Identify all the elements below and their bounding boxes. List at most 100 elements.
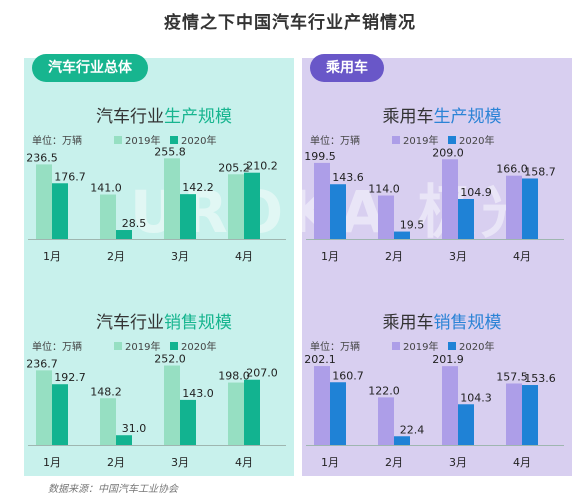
legend-label-1: 2020年 — [181, 134, 216, 147]
data-label: 201.9 — [432, 353, 464, 366]
data-label: 192.7 — [54, 371, 86, 384]
bar-2020-3 — [180, 194, 196, 239]
bar-2019-4 — [506, 175, 522, 239]
x-tick-label: 2月 — [385, 250, 403, 263]
legend-swatch-1 — [170, 342, 178, 350]
bar-2020-2 — [394, 231, 410, 239]
x-tick-label: 1月 — [321, 250, 339, 263]
x-tick-label: 2月 — [107, 456, 125, 469]
bar-2019-4 — [228, 174, 244, 239]
legend-swatch-0 — [392, 136, 400, 144]
data-label: 122.0 — [368, 384, 400, 397]
legend-swatch-1 — [448, 136, 456, 144]
legend-label-1: 2020年 — [181, 340, 216, 353]
data-label: 209.0 — [432, 146, 464, 159]
legend-label-0: 2019年 — [403, 134, 438, 147]
data-label: 104.9 — [460, 186, 492, 199]
data-label: 143.6 — [332, 171, 364, 184]
x-tick-label: 3月 — [449, 456, 467, 469]
chart-title: 汽车行业销售规模 — [96, 313, 232, 333]
data-label: 143.0 — [182, 387, 214, 400]
x-tick-label: 1月 — [43, 250, 61, 263]
data-label: 236.5 — [26, 151, 58, 164]
legend-swatch-1 — [448, 342, 456, 350]
bar-2020-1 — [52, 183, 68, 239]
bar-2020-1 — [330, 382, 346, 445]
data-label: 158.7 — [524, 165, 556, 178]
chart-title: 乘用车销售规模 — [383, 313, 502, 333]
legend-swatch-0 — [114, 342, 122, 350]
data-label: 210.2 — [246, 160, 278, 173]
bar-2019-3 — [442, 159, 458, 239]
data-label: 141.0 — [90, 182, 122, 195]
bar-2020-3 — [458, 198, 474, 239]
bar-2020-1 — [52, 384, 68, 445]
chart-title-prefix: 乘用车 — [383, 107, 434, 127]
bar-2020-3 — [180, 399, 196, 445]
bar-2020-4 — [244, 379, 260, 445]
bar-2020-4 — [522, 385, 538, 445]
panel-total-industry: 汽车行业总体 — [24, 54, 294, 476]
panel-tab-passenger: 乘用车 — [310, 54, 384, 82]
data-label: 252.0 — [154, 353, 186, 366]
x-tick-label: 2月 — [385, 456, 403, 469]
data-label: 104.3 — [460, 391, 492, 404]
legend-label-0: 2019年 — [125, 340, 160, 353]
chart-title-suffix: 销售规模 — [164, 313, 232, 333]
data-label: 198.0 — [218, 370, 250, 383]
legend-label-0: 2019年 — [125, 134, 160, 147]
bar-2019-3 — [442, 366, 458, 445]
bar-2020-3 — [458, 404, 474, 445]
bar-2019-3 — [164, 365, 180, 445]
x-tick-label: 3月 — [171, 456, 189, 469]
data-label: 160.7 — [332, 369, 364, 382]
bar-2019-2 — [378, 397, 394, 445]
panel-passenger-car: 乘用车 — [302, 54, 572, 476]
bar-2020-1 — [330, 184, 346, 239]
bar-2019-4 — [506, 383, 522, 445]
data-label: 142.2 — [182, 181, 214, 194]
chart-title-suffix: 生产规模 — [164, 107, 232, 127]
x-tick-label: 3月 — [171, 250, 189, 263]
data-label: 199.5 — [304, 150, 336, 163]
bar-2020-2 — [116, 230, 132, 239]
x-tick-label: 4月 — [235, 250, 253, 263]
data-label: 205.2 — [218, 161, 250, 174]
panel-tab-total: 汽车行业总体 — [32, 54, 148, 82]
legend-swatch-0 — [114, 136, 122, 144]
data-label: 31.0 — [122, 422, 147, 435]
chart-title-prefix: 汽车行业 — [96, 107, 164, 127]
x-tick-label: 1月 — [321, 456, 339, 469]
bar-2019-4 — [228, 382, 244, 445]
bar-2019-3 — [164, 158, 180, 239]
data-label: 148.2 — [90, 385, 122, 398]
bar-2019-1 — [36, 370, 52, 445]
unit-label: 单位：万辆 — [310, 134, 360, 147]
bar-2019-2 — [100, 194, 116, 239]
legend-swatch-1 — [170, 136, 178, 144]
x-tick-label: 4月 — [235, 456, 253, 469]
legend-swatch-0 — [392, 342, 400, 350]
data-source-note: 数据来源：中国汽车工业协会 — [48, 484, 178, 495]
data-label: 236.7 — [26, 357, 58, 370]
bar-2019-1 — [36, 164, 52, 239]
data-label: 255.8 — [154, 145, 186, 158]
bar-2019-2 — [100, 398, 116, 445]
x-tick-label: 4月 — [513, 250, 531, 263]
data-label: 176.7 — [54, 170, 86, 183]
data-label: 202.1 — [304, 353, 336, 366]
data-label: 22.4 — [400, 423, 425, 436]
page-title: 疫情之下中国汽车行业产销情况 — [164, 13, 416, 33]
unit-label: 单位：万辆 — [32, 134, 82, 147]
x-tick-label: 1月 — [43, 456, 61, 469]
x-tick-label: 3月 — [449, 250, 467, 263]
x-tick-label: 4月 — [513, 456, 531, 469]
bar-2020-4 — [522, 178, 538, 239]
legend-label-1: 2020年 — [459, 340, 494, 353]
unit-label: 单位：万辆 — [32, 340, 82, 353]
bar-2019-1 — [314, 162, 330, 239]
